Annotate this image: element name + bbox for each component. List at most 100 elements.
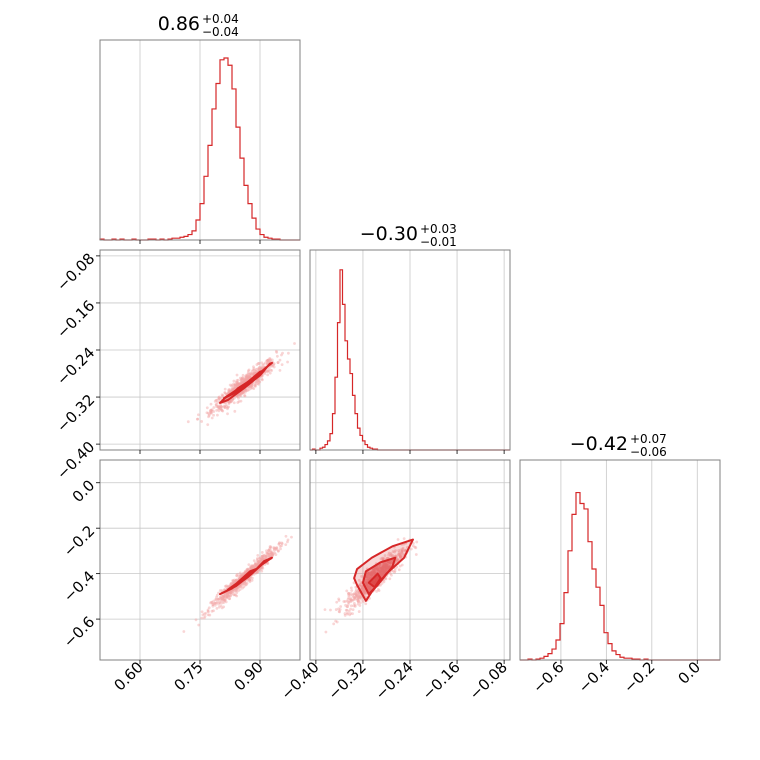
sample-point [373, 569, 377, 573]
sample-point [233, 396, 236, 400]
sample-point [356, 597, 360, 601]
x-tick-label-param-1: −0.40 [277, 658, 322, 703]
sample-point [243, 378, 246, 382]
sample-point [230, 589, 234, 593]
sample-point [388, 562, 392, 565]
sample-point [219, 596, 223, 599]
sample-point [215, 409, 219, 412]
sample-point [213, 601, 217, 605]
sample-point [248, 375, 251, 379]
sample-point [345, 608, 349, 612]
sample-point [401, 549, 404, 553]
sample-point [384, 577, 388, 581]
sample-point [374, 567, 378, 571]
sample-point [264, 554, 268, 558]
sample-point [372, 569, 376, 572]
sample-point [415, 540, 419, 544]
sample-point [248, 578, 252, 582]
sample-point [218, 405, 222, 409]
sample-point [257, 560, 261, 564]
sample-point [231, 398, 234, 402]
sample-point [347, 600, 350, 604]
sample-point [386, 566, 390, 570]
y-tick-label-param-2: −0.4 [60, 567, 98, 605]
sample-point [364, 578, 368, 582]
sample-point [212, 413, 216, 417]
sample-point [220, 405, 223, 408]
sample-point [240, 573, 244, 577]
sample-point [251, 564, 255, 568]
sample-point [360, 586, 364, 589]
sample-point [356, 600, 360, 604]
sample-point [217, 405, 221, 409]
sample-point [222, 598, 226, 602]
sample-point [358, 597, 362, 601]
sample-point [231, 388, 235, 391]
sample-point [227, 591, 231, 595]
sample-point [363, 591, 367, 595]
sample-point [266, 358, 270, 362]
sample-point [223, 598, 227, 602]
sample-point [360, 588, 364, 592]
sample-point [265, 370, 269, 373]
sample-point [255, 564, 259, 568]
sample-point [270, 369, 274, 372]
sample-point [217, 407, 221, 411]
sample-point [246, 567, 250, 571]
sample-point [382, 572, 386, 576]
sample-point [398, 564, 402, 568]
sample-point [268, 554, 272, 558]
sample-point [350, 589, 354, 592]
sample-point [254, 562, 258, 566]
sample-point [267, 369, 271, 372]
sample-point [218, 601, 222, 605]
sample-point [210, 600, 214, 604]
sample-point [245, 375, 249, 379]
sample-point [366, 573, 369, 576]
sample-point [379, 571, 383, 575]
sample-point [382, 572, 386, 576]
sample-point [286, 540, 289, 544]
sample-point [254, 562, 257, 566]
sample-point [367, 574, 371, 577]
sample-point [256, 560, 260, 564]
sample-point [362, 587, 366, 591]
sample-point [220, 408, 223, 412]
sample-point [264, 555, 268, 558]
sample-point [214, 597, 218, 601]
sample-point [226, 592, 229, 596]
sample-point [360, 586, 364, 590]
sample-point [238, 382, 242, 386]
sample-point [234, 383, 238, 387]
sample-point [206, 609, 210, 613]
sample-point [388, 565, 392, 569]
sample-point [265, 554, 269, 557]
sample-point [244, 374, 248, 378]
sample-point [342, 600, 346, 603]
sample-point [376, 568, 380, 571]
sample-point [369, 587, 373, 591]
sample-point [254, 383, 257, 387]
sample-point [261, 554, 265, 558]
sample-point [277, 542, 281, 545]
sample-point [366, 586, 370, 590]
sample-point [223, 391, 227, 394]
sample-point [382, 570, 386, 574]
sample-point [240, 573, 244, 577]
sample-point [236, 393, 240, 397]
sample-point [246, 375, 250, 378]
sample-point [251, 382, 254, 386]
sample-point [212, 410, 216, 413]
sample-point [244, 570, 247, 574]
sample-point [386, 566, 390, 570]
sample-point [389, 572, 392, 575]
sample-point [345, 605, 349, 608]
sample-point [217, 395, 221, 399]
sample-point [231, 580, 235, 583]
sample-point [232, 384, 236, 387]
sample-point [382, 562, 386, 566]
sample-point [381, 565, 385, 569]
sample-point [267, 549, 270, 552]
sample-point [269, 368, 273, 372]
sample-point [286, 538, 290, 542]
